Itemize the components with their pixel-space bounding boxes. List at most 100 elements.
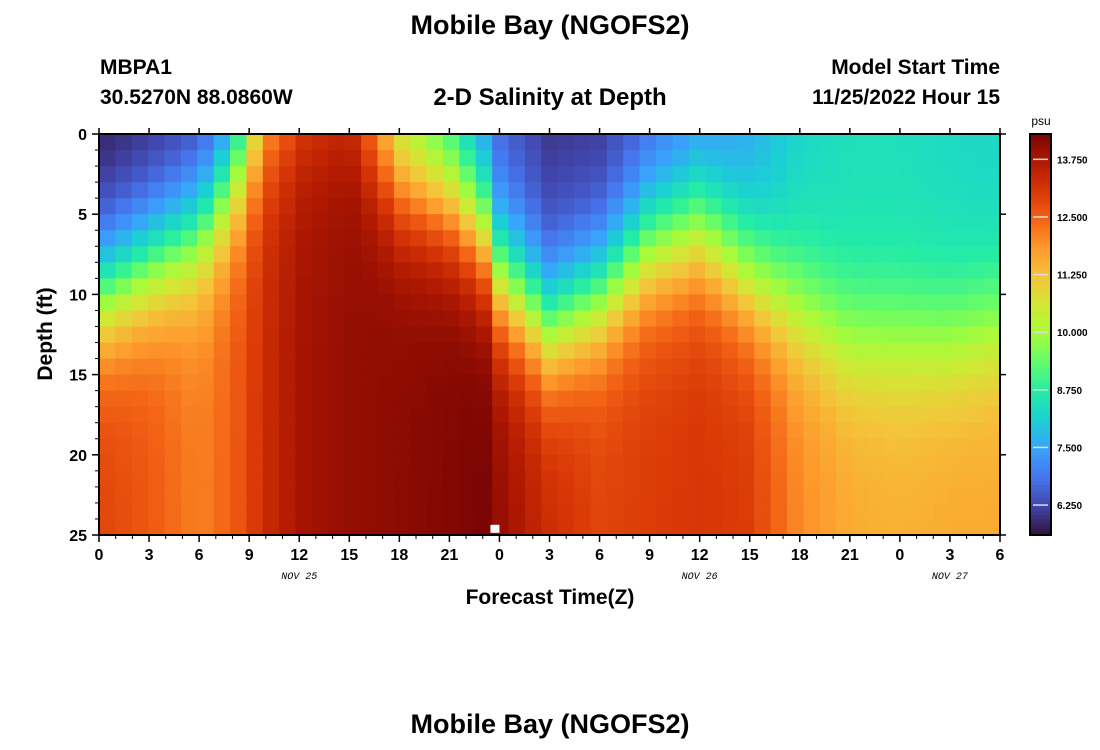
heatmap-cell: [590, 390, 608, 408]
heatmap-cell: [377, 342, 395, 360]
heatmap-cell: [508, 310, 526, 328]
colorbar-segment: [1030, 518, 1051, 523]
colorbar-segment: [1030, 418, 1051, 422]
colorbar-segment: [1030, 408, 1051, 412]
heatmap-cell: [918, 406, 936, 424]
heatmap-cell: [787, 342, 805, 360]
heatmap-cell: [934, 214, 952, 231]
colorbar-segment: [1030, 361, 1051, 366]
heatmap-cell: [721, 294, 739, 312]
heatmap-cell: [590, 454, 608, 472]
heatmap-cell: [639, 342, 657, 360]
colorbar-segment: [1030, 247, 1051, 252]
heatmap-cell: [180, 470, 198, 488]
heatmap-cell: [164, 230, 182, 247]
heatmap-cell: [131, 502, 149, 520]
heatmap-cell: [377, 422, 395, 440]
heatmap-cell: [115, 406, 133, 424]
heatmap-cell: [819, 134, 837, 151]
heatmap-cell: [967, 294, 985, 312]
heatmap-cell: [148, 278, 166, 295]
heatmap-cell: [950, 278, 968, 295]
heatmap-cell: [344, 294, 362, 312]
x-tick-label: 6: [595, 547, 604, 564]
heatmap-cell: [524, 358, 542, 376]
heatmap-cell: [475, 518, 493, 536]
heatmap-cell: [885, 278, 903, 295]
heatmap-cell: [623, 166, 641, 183]
heatmap-cell: [213, 262, 231, 279]
heatmap-cell: [918, 198, 936, 215]
heatmap-cell: [99, 406, 116, 424]
heatmap-cell: [836, 406, 854, 424]
heatmap-cell: [688, 246, 706, 263]
heatmap-cell: [983, 470, 1001, 488]
heatmap-cell: [574, 518, 592, 536]
heatmap-cell: [819, 294, 837, 312]
colorbar-segment: [1030, 381, 1051, 386]
heatmap-cell: [262, 182, 280, 199]
heatmap-cell: [197, 182, 215, 199]
colorbar-unit: psu: [1031, 114, 1050, 128]
heatmap-cell: [426, 310, 444, 328]
heatmap-cell: [459, 518, 477, 536]
heatmap-cell: [934, 406, 952, 424]
heatmap-cell: [557, 374, 575, 392]
heatmap-cell: [787, 518, 805, 536]
heatmap-cell: [754, 150, 772, 167]
heatmap-cell: [983, 294, 1001, 312]
heatmap-cell: [770, 262, 788, 279]
heatmap-cell: [787, 182, 805, 199]
heatmap-cell: [737, 486, 755, 504]
colorbar-segment: [1030, 324, 1051, 329]
heatmap-cell: [475, 166, 493, 183]
heatmap-cell: [819, 342, 837, 360]
heatmap-cell: [754, 214, 772, 231]
heatmap-cell: [508, 198, 526, 215]
heatmap-cell: [737, 182, 755, 199]
colorbar-segment: [1030, 341, 1051, 346]
heatmap-cell: [721, 470, 739, 488]
heatmap-cell: [361, 166, 379, 183]
heatmap-cell: [262, 518, 280, 536]
heatmap-cell: [213, 358, 231, 376]
heatmap-cell: [918, 150, 936, 167]
heatmap-cell: [541, 246, 559, 263]
heatmap-cell: [361, 406, 379, 424]
heatmap-cell: [721, 422, 739, 440]
heatmap-cell: [99, 326, 116, 344]
colorbar-segment: [1030, 327, 1051, 332]
heatmap-cell: [377, 518, 395, 536]
heatmap-cell: [492, 246, 510, 263]
heatmap-cell: [770, 230, 788, 247]
heatmap-cell: [606, 486, 624, 504]
colorbar-tick-label: 6.250: [1057, 501, 1082, 512]
heatmap-cell: [524, 406, 542, 424]
heatmap-cell: [754, 486, 772, 504]
colorbar-segment: [1030, 314, 1051, 319]
heatmap-cell: [328, 342, 346, 360]
heatmap-cell: [672, 230, 690, 247]
heatmap-cell: [606, 198, 624, 215]
colorbar-segment: [1030, 354, 1051, 359]
heatmap-cell: [819, 246, 837, 263]
heatmap-cell: [590, 262, 608, 279]
heatmap-cell: [606, 310, 624, 328]
colorbar-segment: [1030, 531, 1051, 536]
heatmap-cell: [361, 502, 379, 520]
heatmap-cell: [99, 246, 116, 263]
heatmap-cell: [885, 326, 903, 344]
heatmap-cell: [688, 358, 706, 376]
heatmap-cell: [131, 166, 149, 183]
heatmap-cell: [311, 166, 329, 183]
heatmap-cell: [262, 150, 280, 167]
heatmap-cell: [623, 278, 641, 295]
heatmap-cell: [459, 390, 477, 408]
heatmap-cell: [885, 294, 903, 312]
heatmap-cell: [508, 214, 526, 231]
heatmap-cell: [377, 438, 395, 456]
heatmap-cell: [131, 278, 149, 295]
heatmap-cell: [115, 438, 133, 456]
heatmap-cell: [885, 310, 903, 328]
heatmap-cell: [115, 150, 133, 167]
